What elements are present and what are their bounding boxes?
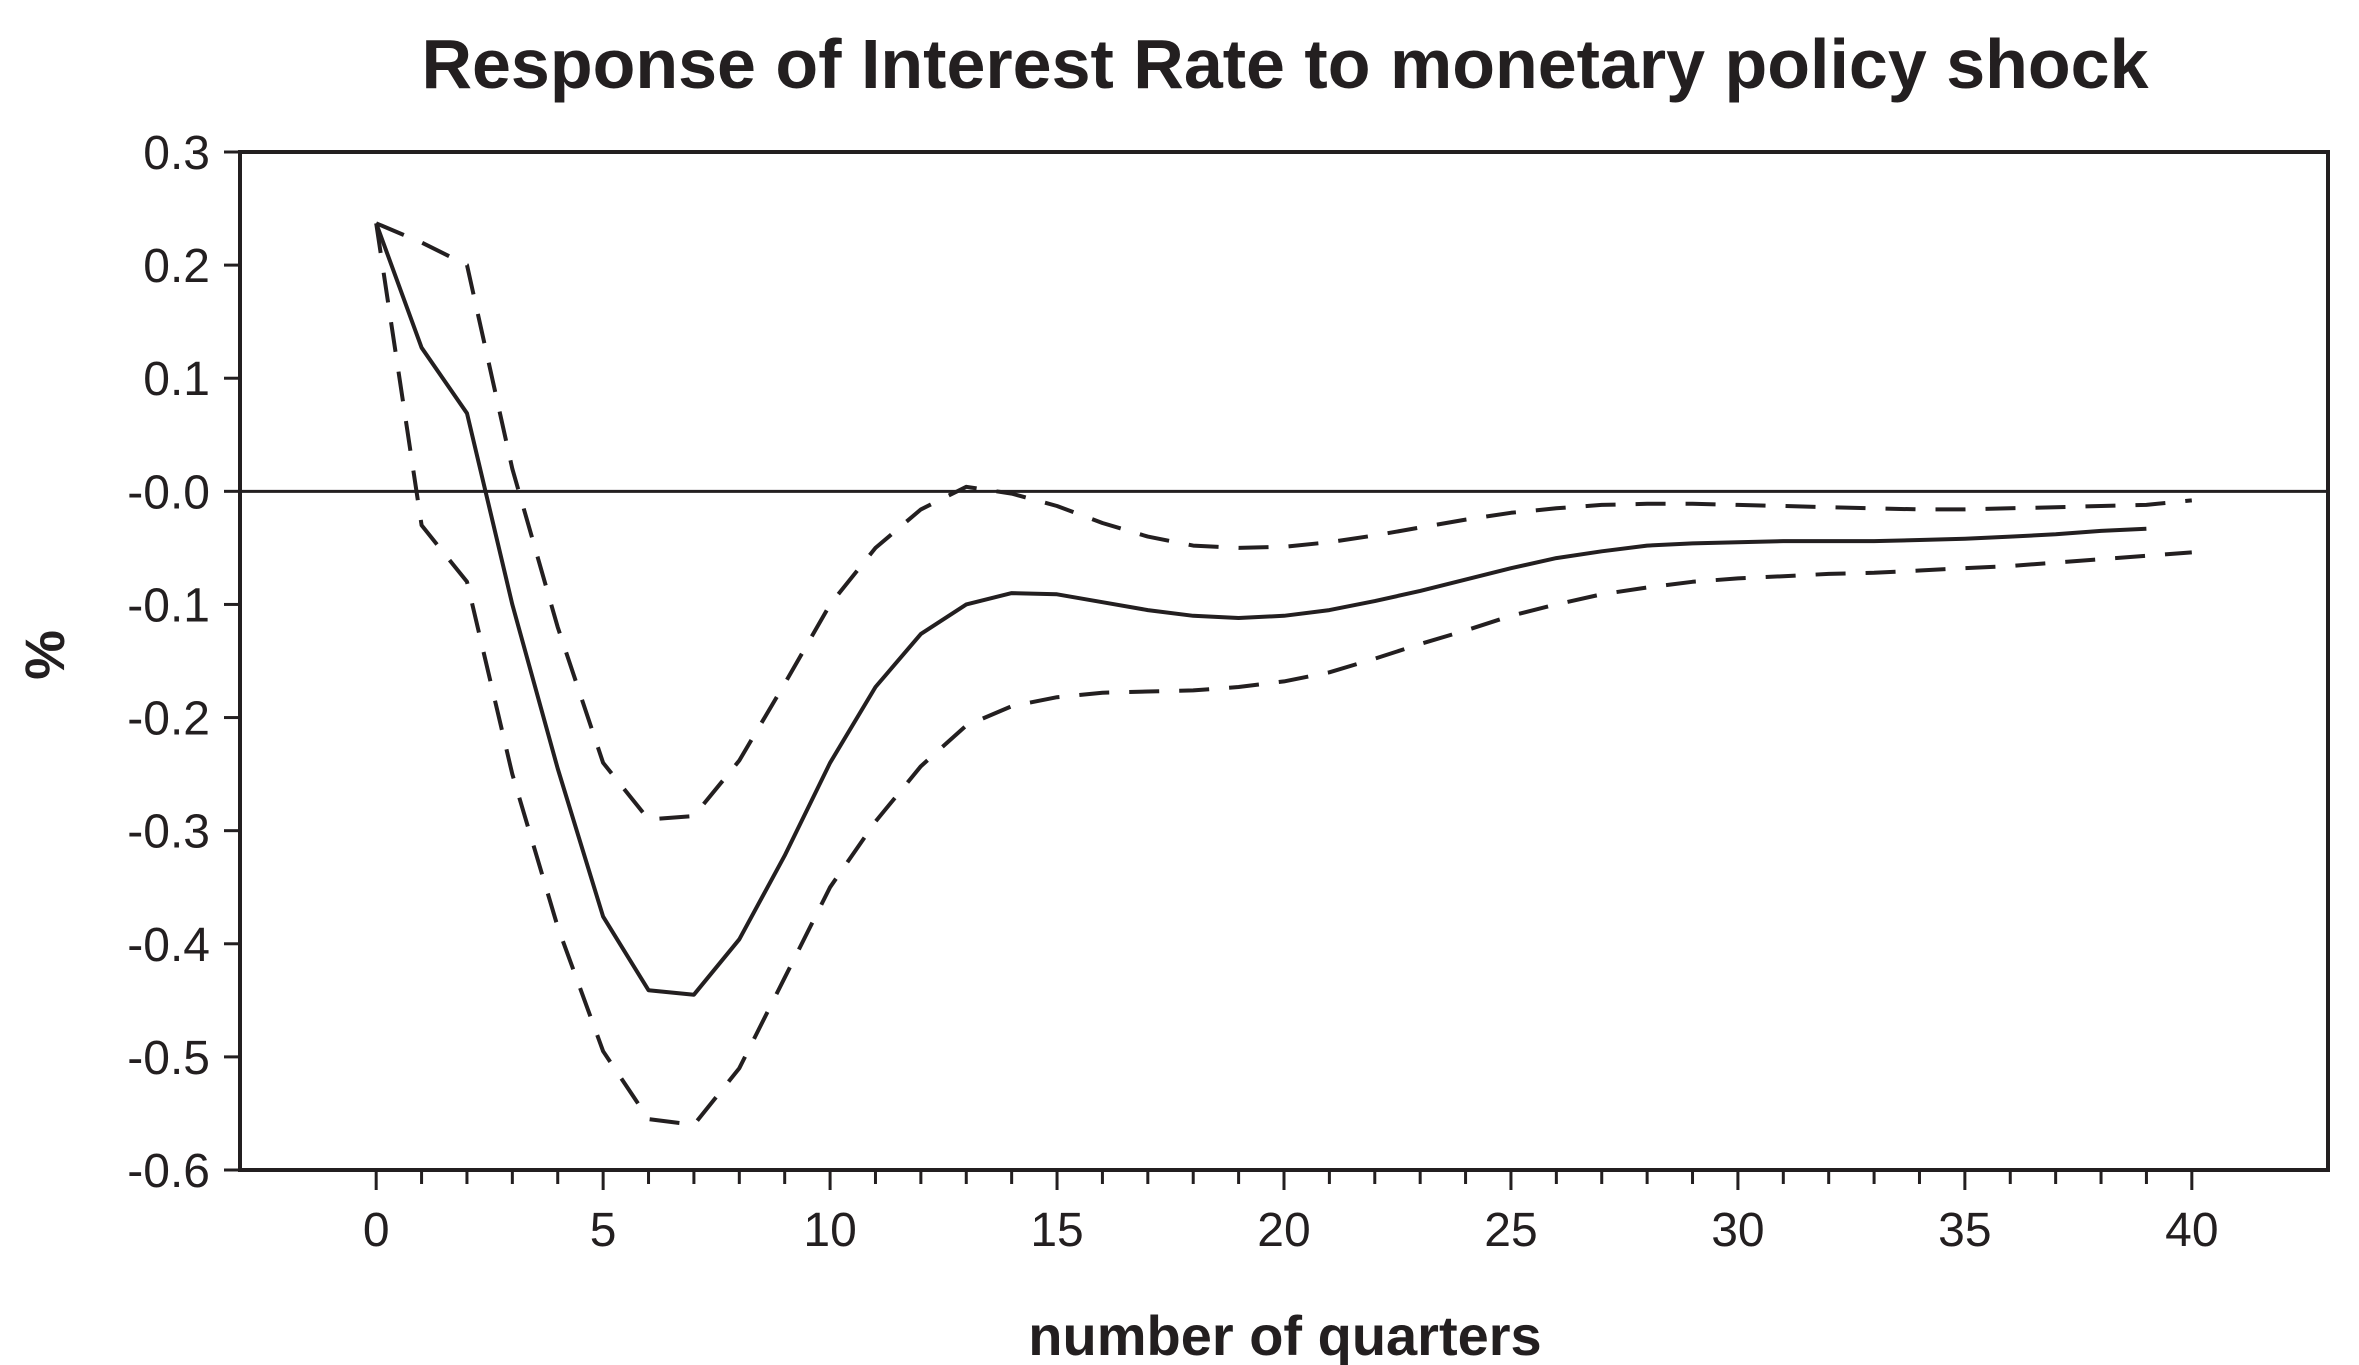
- x-tick-label: 0: [363, 1204, 390, 1257]
- upper-band-line: [375, 221, 2192, 822]
- y-tick-label: -0.5: [127, 1032, 210, 1085]
- y-axis-label: %: [13, 630, 76, 680]
- y-tick-label: 0.1: [143, 353, 210, 406]
- y-tick-label: -0.0: [127, 466, 210, 519]
- chart-title: Response of Interest Rate to monetary po…: [421, 25, 2148, 103]
- x-tick-label: 10: [803, 1204, 856, 1257]
- response-line: [374, 222, 2147, 997]
- y-tick-label: 0.2: [143, 240, 210, 293]
- lower-band-line: [374, 223, 2192, 1127]
- plot-frame: [238, 150, 2330, 1172]
- x-tick-label: 40: [2165, 1204, 2218, 1257]
- x-tick-label: 5: [590, 1204, 617, 1257]
- y-tick-label: -0.6: [127, 1145, 210, 1198]
- y-tick-label: 0.3: [143, 127, 210, 180]
- x-tick-label: 25: [1484, 1204, 1537, 1257]
- plot-area: 0.3 0.2 0.1 -0.0 -0.1 -0.2 -0.3 -0.4 -0.5 -0.6 0 5 1…: [127, 127, 2330, 1257]
- y-tick-label: -0.2: [127, 693, 210, 746]
- x-tick-label: 20: [1257, 1204, 1310, 1257]
- y-tick-label: -0.1: [127, 579, 210, 632]
- x-tick-label: 30: [1711, 1204, 1764, 1257]
- y-tick-label: -0.4: [127, 919, 210, 972]
- x-tick-label: 35: [1938, 1204, 1991, 1257]
- x-axis-label: number of quarters: [1028, 1304, 1541, 1365]
- x-tick-label: 15: [1030, 1204, 1083, 1257]
- y-tick-label: -0.3: [127, 806, 210, 859]
